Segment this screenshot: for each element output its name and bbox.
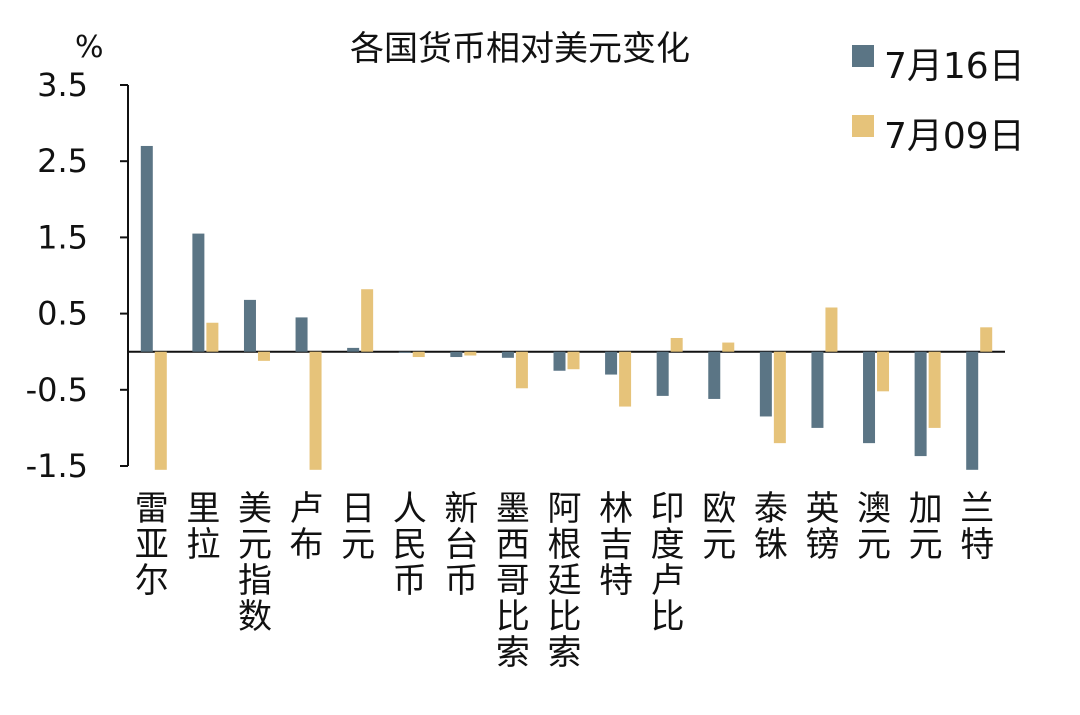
axes — [120, 84, 1005, 467]
y-tick-label: -1.5 — [26, 447, 88, 485]
x-category-label: 美元指数 — [238, 489, 272, 637]
bars-group — [140, 145, 993, 470]
bar-jul16 — [347, 347, 360, 352]
bar-jul09 — [464, 351, 477, 356]
bar-jul09 — [567, 351, 580, 370]
bar-jul16 — [243, 299, 256, 352]
x-category-label: 雷亚尔 — [135, 489, 169, 601]
x-category-label: 印度卢比 — [651, 489, 685, 637]
bar-jul16 — [863, 351, 876, 444]
bar-jul09 — [722, 342, 735, 352]
bar-jul09 — [928, 351, 941, 428]
x-category-label: 加元 — [909, 489, 943, 565]
bar-jul16 — [450, 351, 463, 358]
y-tick-label: 2.5 — [37, 142, 88, 180]
bar-jul16 — [811, 351, 824, 428]
x-category-label: 林吉特 — [599, 489, 633, 601]
legend-swatch — [852, 115, 874, 137]
bar-jul16 — [966, 351, 979, 470]
y-tick-label: 1.5 — [37, 218, 88, 256]
x-category-label: 英镑 — [805, 489, 839, 565]
bar-jul16 — [656, 351, 669, 396]
bar-jul09 — [257, 351, 270, 361]
bar-jul09 — [619, 351, 632, 407]
bar-jul16 — [708, 351, 721, 399]
y-tick-label: 0.5 — [37, 295, 88, 333]
x-category-label: 兰特 — [960, 489, 994, 565]
bar-jul16 — [553, 351, 566, 371]
bar-jul16 — [295, 317, 308, 352]
x-category-label: 里拉 — [186, 489, 220, 565]
legend-label: 7月09日 — [884, 116, 1025, 157]
x-category-label: 欧元 — [702, 489, 736, 565]
x-category-label: 墨西哥比索 — [496, 489, 530, 673]
bar-jul09 — [980, 327, 993, 352]
legend: 7月16日 7月09日 — [852, 45, 1025, 157]
y-tick-label: -0.5 — [26, 371, 88, 409]
bar-jul09 — [412, 351, 425, 358]
bar-jul16 — [605, 351, 618, 375]
bar-jul09 — [515, 351, 528, 389]
y-tick-labels: 3.5 2.5 1.5 0.5 -0.5 -1.5 — [26, 66, 88, 485]
x-category-label: 新台币 — [444, 489, 478, 601]
chart-title: 各国货币相对美元变化 — [350, 29, 690, 69]
bar-jul16 — [192, 233, 205, 352]
bar-jul16 — [501, 351, 514, 358]
bar-jul16 — [140, 145, 153, 352]
bar-jul09 — [206, 322, 219, 352]
x-category-label: 泰铢 — [754, 489, 788, 565]
x-category-label: 卢布 — [290, 489, 324, 565]
bar-jul09 — [670, 337, 683, 352]
bar-jul09 — [825, 307, 838, 352]
y-tick-label: 3.5 — [37, 66, 88, 104]
x-category-labels: 雷亚尔里拉美元指数卢布日元人民币新台币墨西哥比索阿根廷比索林吉特印度卢比欧元泰铢… — [135, 489, 994, 673]
x-category-label: 人民币 — [393, 489, 427, 601]
bar-jul09 — [154, 351, 167, 470]
bar-jul16 — [914, 351, 927, 457]
bar-jul09 — [773, 351, 786, 444]
legend-label: 7月16日 — [884, 46, 1025, 87]
bar-jul09 — [361, 289, 374, 352]
bar-jul09 — [877, 351, 890, 392]
x-category-label: 阿根廷比索 — [548, 489, 582, 673]
x-category-label: 日元 — [341, 489, 375, 565]
bar-jul16 — [759, 351, 772, 417]
bar-jul09 — [309, 351, 322, 470]
x-category-label: 澳元 — [857, 489, 891, 565]
y-unit-label: % — [75, 30, 104, 65]
bar-jul16 — [398, 351, 411, 353]
legend-swatch — [852, 45, 874, 67]
